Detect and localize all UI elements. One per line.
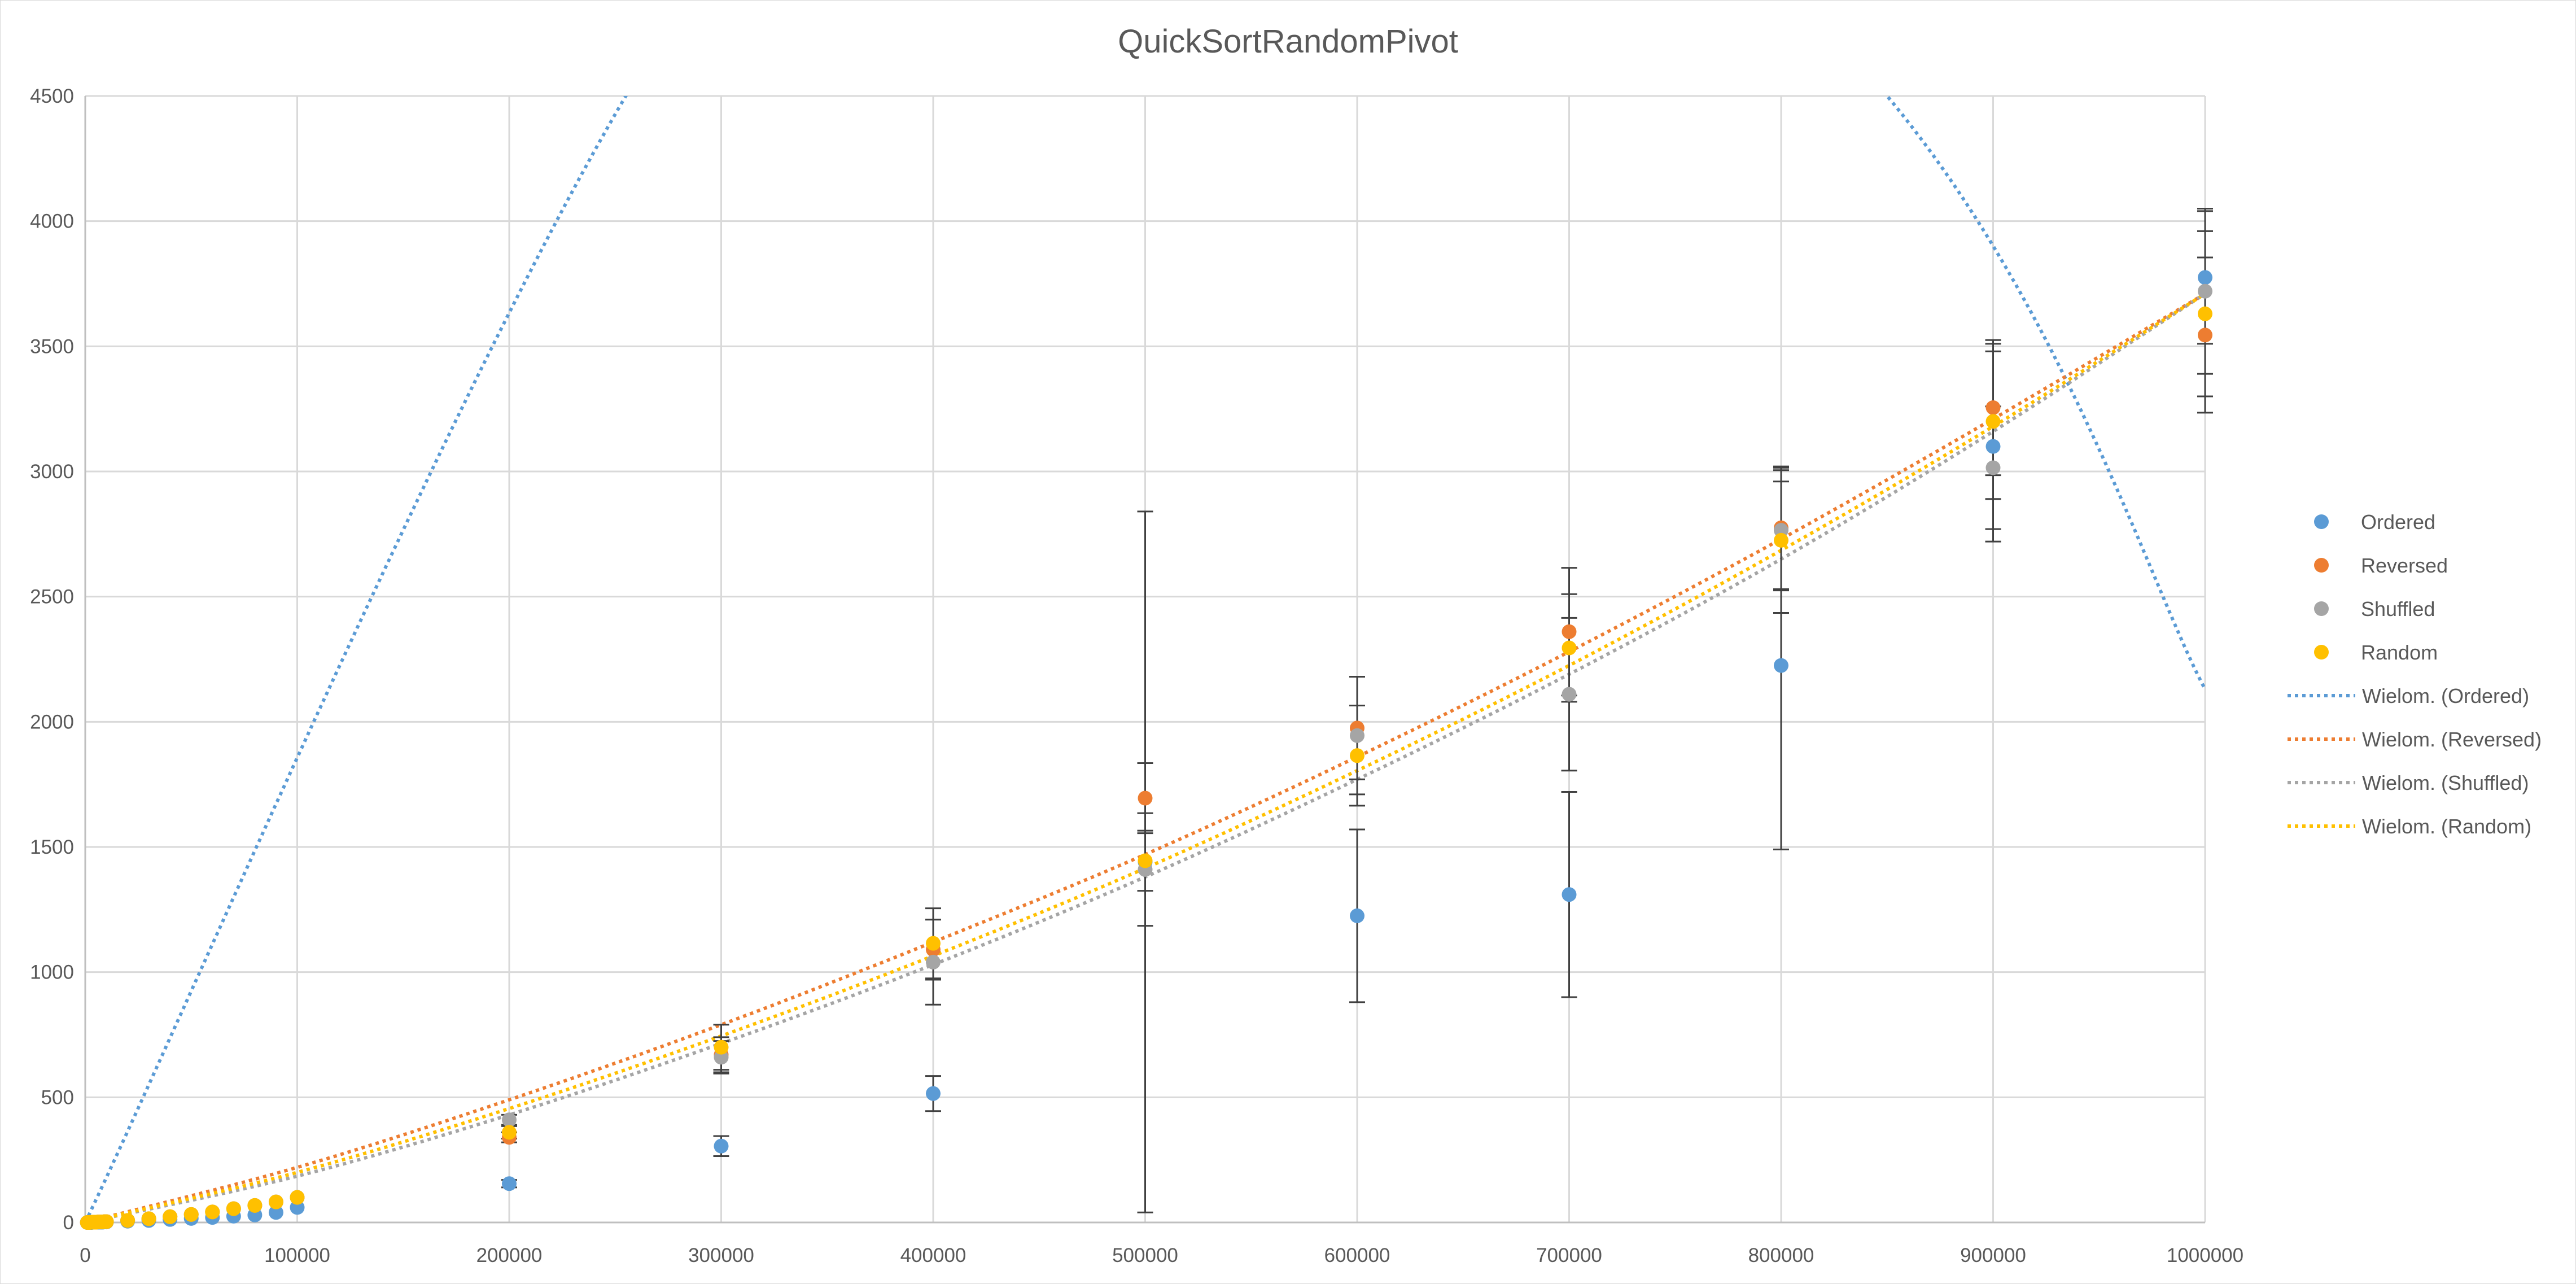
- data-point: [2198, 327, 2212, 343]
- y-tick-label: 2000: [30, 711, 74, 733]
- trendline: [85, 292, 2205, 1222]
- data-point: [502, 1176, 517, 1191]
- data-point: [2198, 306, 2212, 321]
- y-tick-label: 1000: [30, 962, 74, 984]
- legend-label: Reversed: [2361, 554, 2448, 577]
- data-point: [163, 1209, 178, 1224]
- data-point: [714, 1138, 729, 1154]
- data-point: [926, 1086, 941, 1101]
- data-point: [247, 1198, 263, 1213]
- legend-marker: [2314, 601, 2329, 616]
- data-point: [1562, 887, 1577, 902]
- data-point: [226, 1201, 241, 1216]
- legend-marker: [2314, 645, 2329, 660]
- data-point: [268, 1194, 283, 1209]
- data-point: [1985, 400, 2001, 415]
- trendline-layer: [85, 96, 2205, 1222]
- data-point: [1774, 532, 1788, 548]
- x-tick-label: 200000: [476, 1244, 543, 1266]
- data-point: [2198, 283, 2212, 299]
- data-point: [205, 1204, 220, 1220]
- chart-title: QuickSortRandomPivot: [1118, 23, 1458, 60]
- data-point: [99, 1214, 114, 1229]
- x-tick-label: 500000: [1112, 1244, 1178, 1266]
- x-tick-label: 900000: [1960, 1244, 2026, 1266]
- data-point: [1985, 414, 2001, 429]
- data-point: [1562, 640, 1577, 656]
- y-tick-label: 0: [63, 1212, 74, 1234]
- legend-label: Wielom. (Random): [2362, 815, 2531, 838]
- data-point: [1138, 791, 1153, 806]
- y-tick-label: 4000: [30, 211, 74, 233]
- y-tick-label: 2500: [30, 586, 74, 608]
- data-point: [268, 1205, 283, 1220]
- data-point: [1350, 728, 1364, 743]
- x-tick-label: 600000: [1324, 1244, 1390, 1266]
- data-point: [926, 936, 941, 951]
- legend-marker: [2314, 558, 2329, 573]
- data-point: [290, 1190, 305, 1205]
- trendline: [85, 292, 2205, 1222]
- legend-label: Wielom. (Reversed): [2362, 728, 2542, 751]
- legend-label: Wielom. (Shuffled): [2362, 771, 2529, 794]
- data-point: [502, 1112, 517, 1128]
- legend-label: Shuffled: [2361, 597, 2435, 621]
- x-tick-label: 300000: [688, 1244, 754, 1266]
- legend-marker: [2314, 514, 2329, 529]
- legend-label: Ordered: [2361, 510, 2435, 534]
- data-point: [1774, 658, 1788, 673]
- y-tick-label: 3000: [30, 461, 74, 483]
- legend-label: Random: [2361, 641, 2438, 664]
- data-point: [502, 1125, 517, 1140]
- data-point: [120, 1213, 135, 1228]
- x-tick-label: 0: [80, 1244, 90, 1266]
- marker-layer: [80, 270, 2212, 1230]
- data-point: [183, 1207, 199, 1222]
- data-point: [1985, 460, 2001, 475]
- data-point: [141, 1211, 156, 1226]
- legend: Ordered Reversed Shuffled Random Wielom. (Or…: [2288, 510, 2542, 838]
- y-tick-label: 4500: [30, 85, 74, 107]
- x-tick-label: 100000: [264, 1244, 330, 1266]
- data-point: [1562, 687, 1577, 702]
- data-point: [1138, 853, 1153, 868]
- data-point: [1985, 439, 2001, 454]
- data-point: [2198, 270, 2212, 285]
- trendline: [85, 292, 2205, 1222]
- y-tick-label: 3500: [30, 335, 74, 357]
- x-tick-label: 1000000: [2167, 1244, 2243, 1266]
- data-point: [1350, 908, 1364, 923]
- data-point: [1350, 748, 1364, 763]
- y-tick-label: 500: [41, 1086, 74, 1108]
- legend-label: Wielom. (Ordered): [2362, 684, 2529, 707]
- data-point: [714, 1040, 729, 1055]
- axis-layer: 0 500 1000 1500 2000 2500 3000 3500 4000 4500 0 100…: [30, 85, 2243, 1266]
- y-tick-label: 1500: [30, 836, 74, 858]
- data-point: [1562, 624, 1577, 639]
- data-point: [926, 954, 941, 969]
- x-tick-label: 700000: [1536, 1244, 1602, 1266]
- x-tick-label: 400000: [900, 1244, 966, 1266]
- x-tick-label: 800000: [1748, 1244, 1814, 1266]
